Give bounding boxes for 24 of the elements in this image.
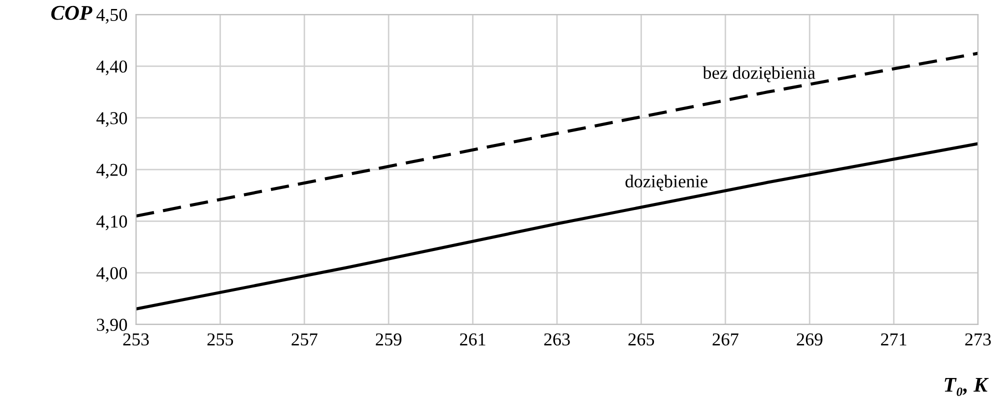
x-tick-label: 257 <box>292 333 318 346</box>
x-tick-label: 267 <box>712 333 738 346</box>
y-tick-label: 4,30 <box>96 112 127 127</box>
x-axis-title: T₀, K <box>944 378 989 396</box>
series-label: bez doziębienia <box>702 66 816 82</box>
line-series <box>136 142 978 311</box>
x-tick-label: 253 <box>123 333 149 346</box>
y-tick-label: 3,90 <box>96 318 127 334</box>
x-tick-label: 263 <box>544 333 570 346</box>
series-label: doziębienie <box>626 174 708 191</box>
line-series <box>136 52 978 218</box>
y-tick-label: 4,00 <box>96 267 127 282</box>
x-tick-label: 261 <box>460 333 486 346</box>
x-tick-label: 265 <box>628 333 654 346</box>
y-tick-label: 4,50 <box>96 8 127 24</box>
y-tick-label: 4,20 <box>96 164 127 179</box>
x-tick-label: 269 <box>796 333 822 346</box>
y-axis-title: COP <box>51 6 92 20</box>
y-tick-label: 4,40 <box>96 60 127 76</box>
x-tick-label: 255 <box>207 333 234 346</box>
y-tick-label: 4,10 <box>96 215 127 230</box>
x-tick-label: 271 <box>881 333 906 346</box>
x-tick-label: 259 <box>376 333 402 346</box>
x-tick-label: 273 <box>965 333 991 346</box>
